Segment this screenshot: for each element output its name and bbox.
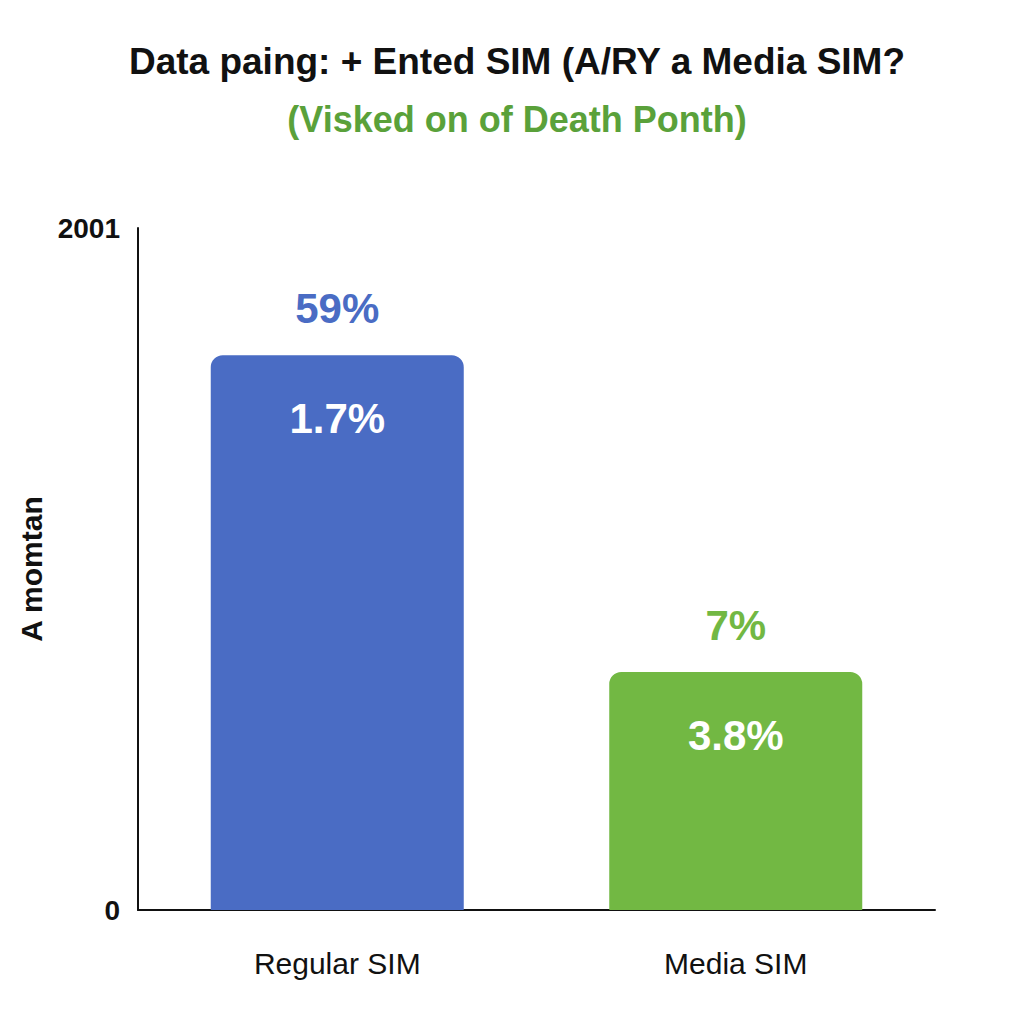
svg-text:Regular SIM: Regular SIM <box>254 947 421 980</box>
svg-text:0: 0 <box>104 895 120 926</box>
svg-text:Media SIM: Media SIM <box>664 947 807 980</box>
svg-text:7%: 7% <box>705 602 766 649</box>
svg-text:Data paing: + Ented SIM (A/RY: Data paing: + Ented SIM (A/RY a Media SI… <box>129 41 905 82</box>
svg-text:1.7%: 1.7% <box>289 395 385 442</box>
svg-text:3.8%: 3.8% <box>688 712 784 759</box>
svg-text:A momtan: A momtan <box>15 496 48 642</box>
svg-text:59%: 59% <box>295 285 379 332</box>
svg-text:2001: 2001 <box>58 213 120 244</box>
svg-text:(Visked on of Death Ponth): (Visked on of Death Ponth) <box>287 99 746 140</box>
